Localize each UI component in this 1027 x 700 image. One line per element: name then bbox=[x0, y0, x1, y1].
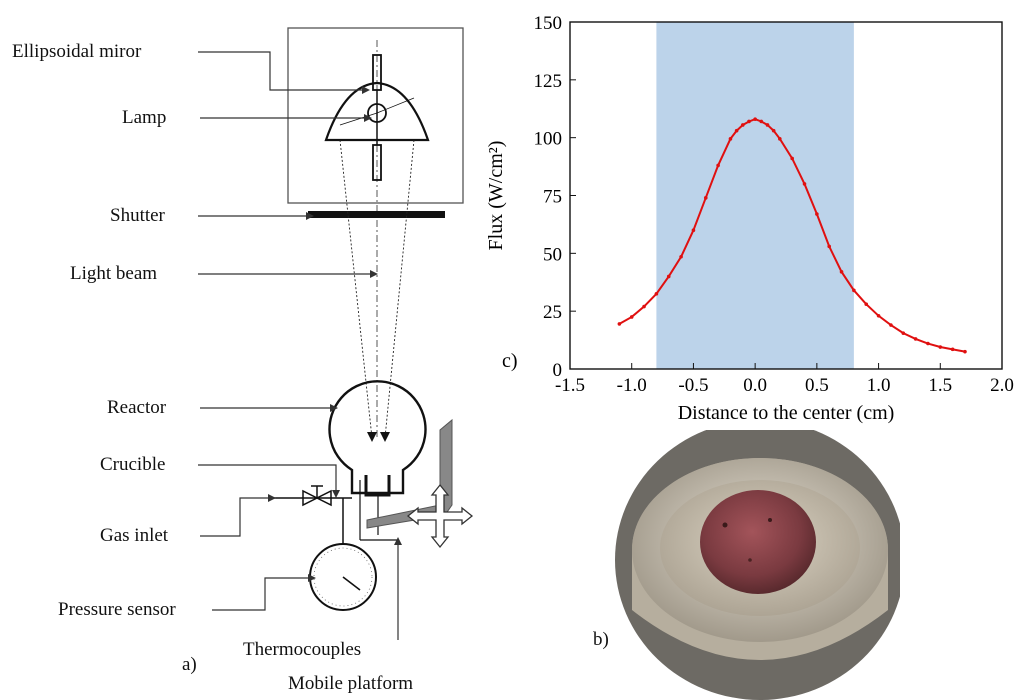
label-light-beam: Light beam bbox=[70, 263, 158, 284]
data-point bbox=[864, 302, 869, 307]
data-point bbox=[617, 322, 622, 326]
x-axis-ticks: -1.5 -1.0 -0.5 0.0 0.5 1.0 1.5 2.0 bbox=[555, 363, 1014, 396]
panel-label-a: a) bbox=[182, 654, 197, 675]
data-point bbox=[654, 292, 659, 296]
data-point bbox=[815, 212, 819, 216]
reactor-vessel bbox=[328, 380, 427, 495]
data-point bbox=[913, 337, 918, 341]
y-tick-label: 25 bbox=[543, 302, 562, 323]
data-point bbox=[666, 274, 671, 279]
data-point bbox=[839, 270, 844, 274]
y-tick-label: 75 bbox=[543, 187, 562, 208]
x-tick-label: -1.5 bbox=[555, 375, 585, 396]
label-reactor: Reactor bbox=[107, 397, 167, 418]
data-point bbox=[728, 137, 733, 141]
data-point bbox=[827, 244, 831, 249]
label-ellipsoidal-mirror: Ellipsoidal miror bbox=[12, 41, 142, 62]
x-axis-label: Distance to the center (cm) bbox=[678, 402, 895, 424]
data-point bbox=[889, 323, 893, 327]
lamp-housing bbox=[287, 27, 464, 204]
data-point bbox=[963, 349, 967, 354]
data-point bbox=[753, 117, 757, 121]
data-point bbox=[691, 228, 696, 232]
data-point bbox=[802, 182, 807, 186]
label-crucible: Crucible bbox=[100, 454, 166, 475]
data-point bbox=[790, 156, 794, 161]
data-point bbox=[778, 137, 782, 141]
label-mobile-platform: Mobile platform bbox=[288, 673, 414, 694]
y-axis-label: Flux (W/cm²) bbox=[485, 141, 507, 251]
data-point bbox=[876, 313, 881, 318]
data-point bbox=[734, 128, 739, 133]
flux-chart: -1.5 -1.0 -0.5 0.0 0.5 1.0 1.5 2.0 0 25 50 75 100 12… bbox=[485, 13, 1014, 424]
x-tick-label: 0.5 bbox=[805, 375, 829, 396]
y-tick-label: 125 bbox=[534, 71, 563, 92]
data-point bbox=[747, 119, 751, 124]
shutter bbox=[308, 211, 445, 218]
data-point bbox=[703, 196, 708, 200]
label-gas-inlet: Gas inlet bbox=[100, 525, 169, 546]
data-point bbox=[938, 345, 943, 349]
data-point bbox=[759, 119, 764, 124]
x-tick-label: 1.0 bbox=[867, 375, 891, 396]
data-point bbox=[642, 304, 646, 309]
x-tick-label: -1.0 bbox=[617, 375, 647, 396]
data-point bbox=[901, 331, 906, 335]
reactor-schematic bbox=[198, 27, 474, 640]
series-markers bbox=[617, 117, 967, 354]
sample-photo bbox=[615, 430, 900, 700]
light-beam bbox=[339, 139, 373, 439]
label-lamp: Lamp bbox=[122, 107, 167, 128]
ellipsoidal-mirror bbox=[324, 81, 430, 142]
x-tick-label: 2.0 bbox=[990, 375, 1014, 396]
y-tick-label: 150 bbox=[534, 13, 563, 34]
data-point bbox=[852, 288, 856, 293]
data-point bbox=[771, 128, 776, 133]
x-tick-label: 0.0 bbox=[743, 375, 767, 396]
panel-label-b: b) bbox=[593, 629, 609, 650]
x-tick-label: -0.5 bbox=[678, 375, 708, 396]
valve bbox=[302, 489, 319, 507]
sample-pellet bbox=[700, 490, 816, 594]
y-tick-label: 50 bbox=[543, 244, 562, 265]
shaded-region bbox=[656, 22, 854, 369]
panel-label-c: c) bbox=[502, 350, 518, 372]
data-point bbox=[950, 347, 955, 352]
label-shutter: Shutter bbox=[110, 205, 165, 226]
data-point bbox=[629, 315, 634, 319]
y-tick-label: 100 bbox=[534, 129, 563, 150]
data-point bbox=[765, 123, 770, 127]
data-point bbox=[679, 255, 683, 259]
data-point bbox=[716, 163, 720, 168]
label-pressure-sensor: Pressure sensor bbox=[58, 599, 176, 620]
label-thermocouples: Thermocouples bbox=[243, 639, 362, 660]
data-point bbox=[741, 123, 745, 127]
move-arrows-icon bbox=[406, 483, 474, 549]
y-tick-label: 0 bbox=[553, 360, 563, 381]
x-tick-label: 1.5 bbox=[928, 375, 952, 396]
data-point bbox=[926, 341, 930, 346]
plot-frame bbox=[569, 21, 1003, 370]
